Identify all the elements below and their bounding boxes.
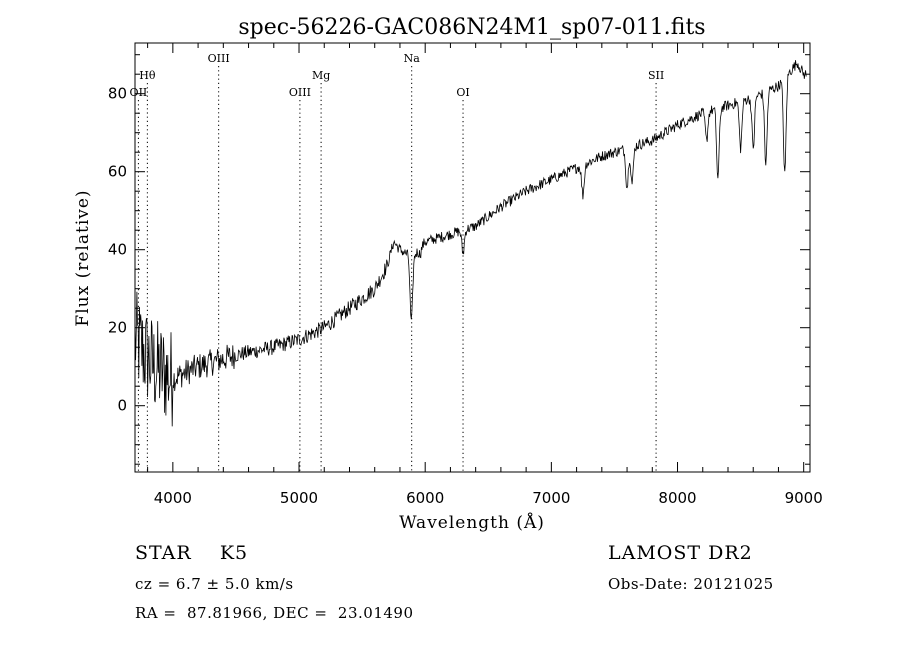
spectral-line-label: SII xyxy=(648,69,664,82)
spectral-line-label: OII xyxy=(130,86,148,99)
y-axis-label: Flux (relative) xyxy=(73,189,93,326)
x-tick-label: 5000 xyxy=(280,489,318,507)
spectrum-line xyxy=(134,60,807,427)
axis-ticks: 4000 5000 6000 7000 8000 9000 0 20 40 60 80 xyxy=(108,43,823,507)
survey-name: LAMOST DR2 xyxy=(608,542,753,564)
redshift-readout: cz = 6.7 ± 5.0 km/s xyxy=(135,575,294,593)
chart-title: spec-56226-GAC086N24M1_sp07-011.fits xyxy=(238,15,705,40)
y-tick-label: 40 xyxy=(108,241,127,259)
x-tick-label: 4000 xyxy=(154,489,192,507)
plot-frame xyxy=(134,42,811,473)
spectral-line-label: Mg xyxy=(312,69,330,82)
observation-date: Obs-Date: 20121025 xyxy=(608,575,774,593)
y-tick-label: 20 xyxy=(108,319,127,337)
coordinates-readout: RA = 87.81966, DEC = 23.01490 xyxy=(135,604,414,622)
x-tick-label: 7000 xyxy=(532,489,570,507)
y-tick-label: 80 xyxy=(108,85,127,103)
spectral-line-label: Na xyxy=(404,52,421,65)
object-class: STAR K5 xyxy=(135,542,249,564)
y-tick-label: 60 xyxy=(108,163,127,181)
x-tick-label: 6000 xyxy=(406,489,444,507)
spectral-line-label: OIII xyxy=(289,86,311,99)
spectral-line-label: OIII xyxy=(208,52,230,65)
x-tick-label: 8000 xyxy=(658,489,696,507)
spectral-line-label: OI xyxy=(456,86,469,99)
x-tick-label: 9000 xyxy=(785,489,823,507)
x-axis-label: Wavelength (Å) xyxy=(399,512,545,533)
y-tick-label: 0 xyxy=(117,397,127,415)
spectral-line-label: Hθ xyxy=(139,69,156,82)
